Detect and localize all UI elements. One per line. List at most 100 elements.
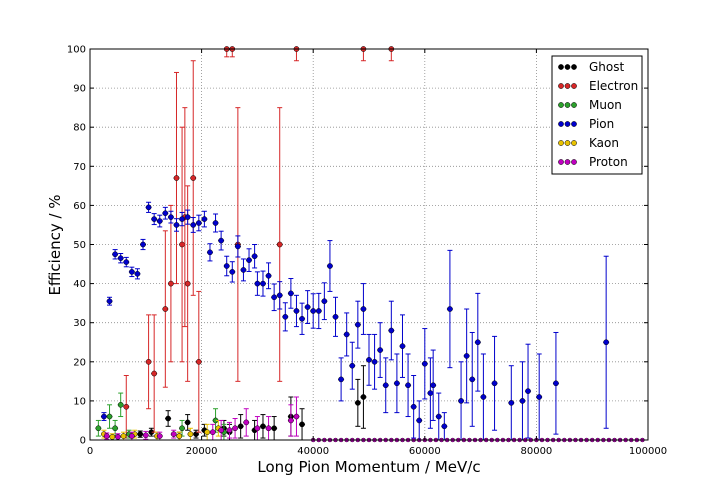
- data-point: [156, 218, 163, 224]
- data-point: [405, 382, 411, 389]
- legend-marker: [571, 159, 577, 165]
- data-point: [179, 425, 185, 432]
- y-tick-label: 50: [73, 240, 86, 251]
- legend-box: [551, 55, 643, 175]
- data-point: [430, 382, 437, 389]
- legend-marker: [571, 140, 577, 146]
- data-point: [162, 306, 169, 312]
- legend-label: Electron: [589, 79, 638, 93]
- data-point: [421, 360, 428, 367]
- legend-entry-proton: Proton: [558, 155, 628, 169]
- data-point: [212, 220, 219, 226]
- data-point: [151, 216, 158, 222]
- data-point: [187, 431, 194, 437]
- data-point: [232, 425, 238, 432]
- data-point: [299, 315, 305, 322]
- data-point: [156, 433, 163, 439]
- data-point: [165, 415, 171, 422]
- legend-marker: [571, 64, 577, 70]
- data-point: [218, 427, 224, 434]
- data-point: [162, 210, 169, 217]
- x-tick-label: 40000: [297, 446, 329, 457]
- data-point: [282, 313, 289, 320]
- axis-ticks: 0 10 20 30 40 50 60 70 80 90 100 0 20000 40000 60000 80…: [67, 45, 667, 458]
- legend-marker: [564, 121, 571, 127]
- data-point: [209, 429, 216, 436]
- y-tick-label: 20: [73, 357, 86, 368]
- data-point: [103, 433, 110, 439]
- legend-marker: [558, 102, 564, 108]
- data-point: [447, 306, 453, 312]
- data-point: [293, 308, 300, 314]
- data-point: [293, 413, 300, 420]
- data-point: [145, 204, 152, 211]
- data-point: [480, 394, 487, 400]
- data-point: [394, 380, 400, 387]
- legend-label: Proton: [589, 155, 628, 169]
- data-point: [388, 327, 395, 334]
- series-electron: [123, 46, 395, 439]
- data-point: [106, 298, 113, 305]
- data-point: [491, 380, 498, 387]
- data-point: [332, 313, 339, 320]
- legend-marker: [558, 140, 564, 146]
- y-tick-label: 60: [73, 201, 86, 212]
- data-point: [112, 251, 118, 258]
- data-point: [168, 280, 174, 287]
- legend: Ghost Electron Muon Pion Kaon Proton: [551, 55, 643, 175]
- legend-entry-kaon: Kaon: [558, 136, 619, 150]
- data-point: [123, 259, 130, 265]
- data-point: [201, 216, 208, 222]
- data-point: [129, 269, 135, 275]
- data-point: [271, 294, 277, 301]
- legend-marker: [564, 159, 571, 165]
- data-point: [553, 380, 559, 387]
- legend-entry-pion: Pion: [558, 117, 614, 131]
- data-point: [109, 434, 116, 440]
- data-point: [410, 403, 417, 410]
- data-point: [195, 358, 202, 365]
- data-point: [474, 339, 481, 346]
- data-point: [603, 339, 610, 346]
- data-point: [321, 298, 328, 305]
- data-point: [184, 419, 191, 426]
- legend-entry-ghost: Ghost: [558, 60, 624, 74]
- legend-marker: [564, 83, 571, 89]
- data-point: [179, 216, 185, 222]
- data-point: [123, 403, 130, 410]
- x-tick-label: 80000: [520, 446, 552, 457]
- data-point: [204, 429, 211, 436]
- data-point: [240, 267, 247, 273]
- data-point: [168, 214, 174, 220]
- x-tick-label: 20000: [186, 446, 218, 457]
- data-point: [137, 431, 144, 437]
- data-point: [354, 400, 361, 406]
- data-point: [207, 249, 213, 256]
- data-point: [117, 255, 124, 262]
- legend-marker: [558, 64, 564, 70]
- data-point: [254, 280, 261, 287]
- legend-marker: [571, 102, 577, 108]
- data-point: [276, 292, 283, 299]
- data-point: [416, 417, 423, 424]
- data-point: [112, 425, 118, 432]
- data-point: [366, 356, 372, 363]
- legend-label: Ghost: [589, 60, 624, 74]
- data-point: [190, 175, 197, 181]
- legend-marker: [558, 83, 564, 89]
- y-tick-label: 0: [80, 436, 86, 447]
- data-point: [271, 425, 277, 432]
- legend-entry-electron: Electron: [558, 79, 638, 93]
- series-muon: [95, 392, 227, 441]
- data-point: [265, 272, 272, 279]
- data-point: [536, 394, 543, 400]
- data-point: [354, 321, 361, 328]
- data-point: [377, 347, 384, 353]
- series-proton: [103, 396, 300, 441]
- data-point: [260, 280, 266, 287]
- data-point: [95, 425, 102, 432]
- data-point: [371, 358, 378, 365]
- data-point: [254, 425, 261, 432]
- data-point: [469, 376, 476, 383]
